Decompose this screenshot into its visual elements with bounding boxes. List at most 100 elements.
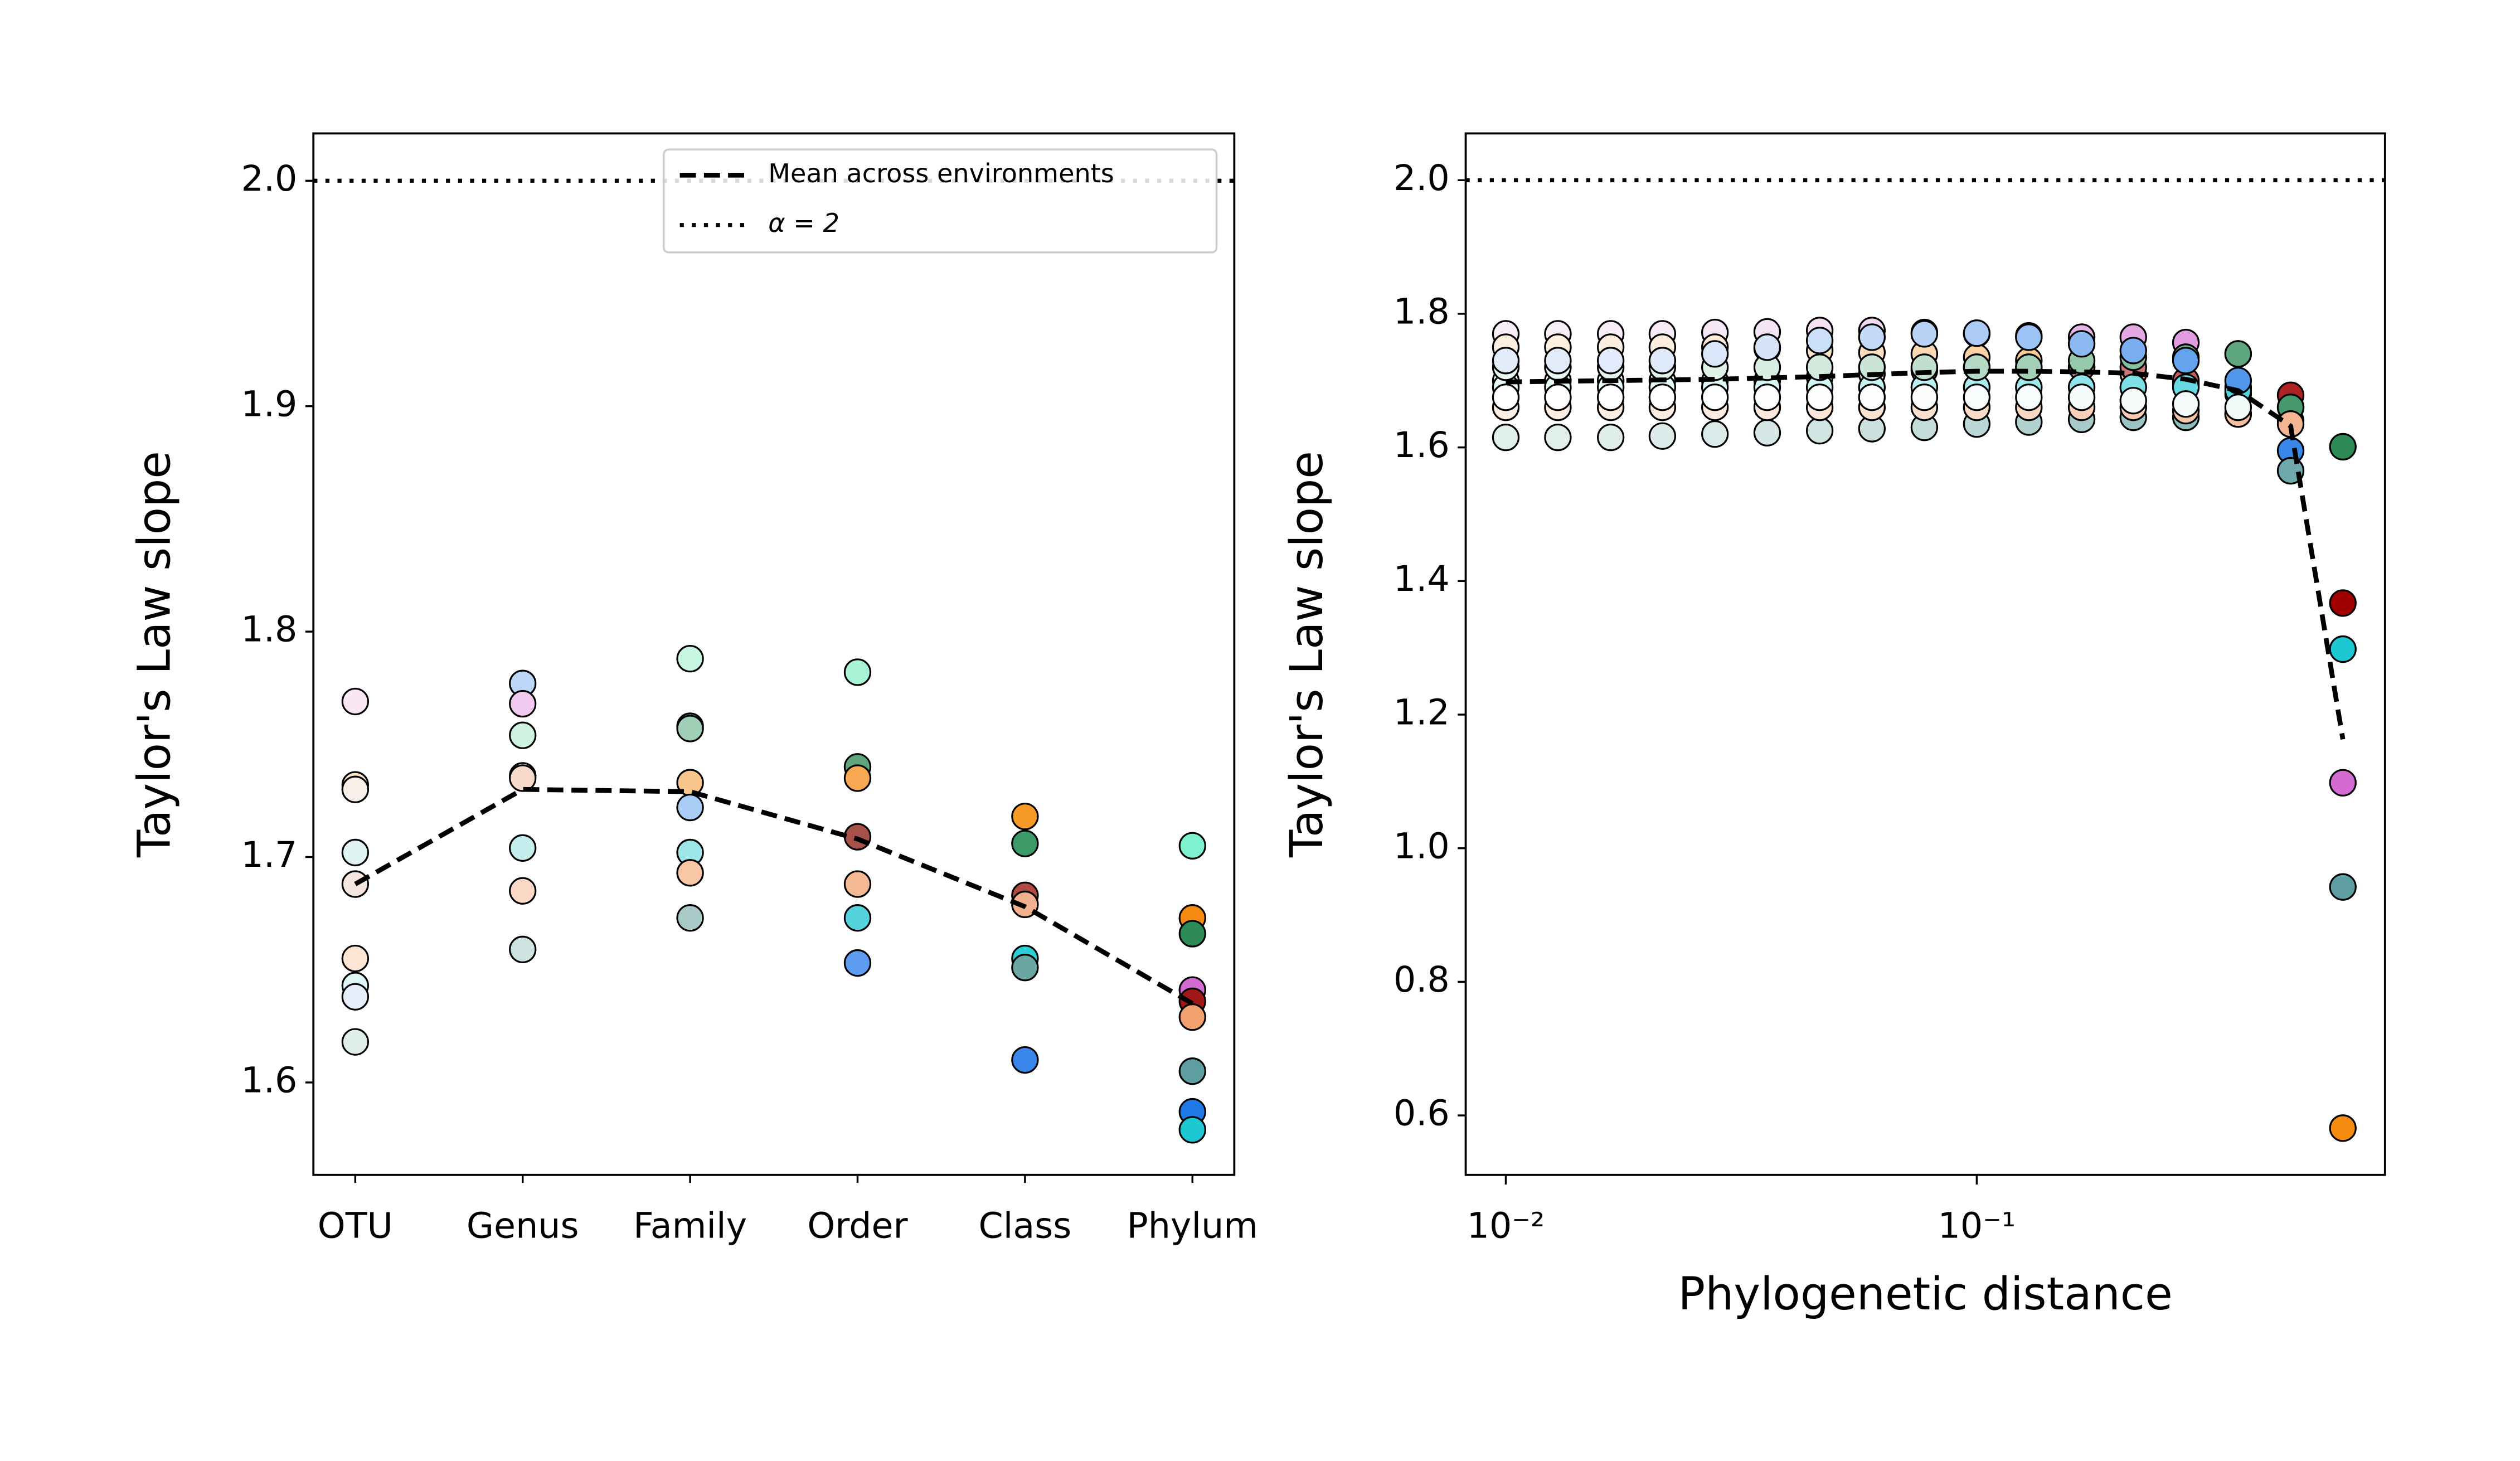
point [2329, 589, 2357, 617]
point [1753, 419, 1781, 446]
point [1910, 384, 1939, 411]
x-tick-label: Genus [467, 1205, 579, 1246]
axes: 1.6 1.7 1.8 1.9 2.0 OTU Genus Family Order Class P… [129, 132, 1258, 1246]
point [2067, 330, 2096, 358]
point [676, 715, 704, 742]
y-tick-label: 2.0 [241, 158, 298, 199]
point [1753, 384, 1781, 411]
y-tick-label: 0.6 [1393, 1093, 1450, 1134]
point [341, 1028, 369, 1056]
point [676, 793, 704, 822]
point [341, 687, 369, 716]
point [2329, 873, 2357, 901]
x-tick-label: Order [807, 1205, 908, 1246]
point [509, 935, 537, 963]
point [2329, 1114, 2357, 1142]
point [843, 764, 872, 792]
point [2015, 323, 2043, 351]
point [2224, 394, 2252, 421]
point [2015, 353, 2043, 381]
point [1753, 333, 1781, 361]
point [2015, 384, 2043, 411]
x-tick-label: Phylum [1127, 1205, 1258, 1246]
y-tick-label: 1.8 [1393, 291, 1450, 332]
point [2119, 387, 2147, 415]
y-tick-label: 1.6 [1393, 424, 1450, 465]
point [341, 944, 369, 973]
legend-label: α = 2 [768, 208, 839, 238]
point [843, 658, 872, 686]
point [1544, 347, 1572, 375]
x-tick-label: OTU [318, 1205, 393, 1246]
point [1597, 423, 1625, 452]
point [1648, 422, 1677, 450]
point [1011, 829, 1039, 857]
point [1805, 417, 1834, 445]
point [2329, 635, 2357, 663]
legend-box [663, 148, 1218, 254]
point [1178, 920, 1206, 948]
point [1963, 319, 1991, 347]
x-tick-label: 10⁻¹ [1938, 1205, 2016, 1246]
x-tick-label: Class [978, 1205, 1071, 1246]
y-axis-label: Taylor's Law slope [1281, 451, 1333, 858]
y-tick-label: 1.4 [1393, 558, 1450, 599]
point [509, 690, 537, 718]
point [1648, 384, 1677, 411]
point [676, 904, 704, 932]
point [2224, 340, 2252, 368]
point [509, 834, 537, 862]
y-axis-label: Taylor's Law slope [129, 451, 181, 858]
point [1492, 423, 1520, 452]
point [1492, 347, 1520, 375]
point [2067, 384, 2096, 411]
point [1178, 1116, 1206, 1144]
y-tick-label: 1.9 [241, 383, 298, 424]
axes: 0.6 0.8 1.0 1.2 1.4 1.6 1.8 2.0 10⁻² 10⁻¹ Taylor's… [1281, 132, 2386, 1321]
mean-line [1506, 368, 2346, 740]
point [341, 775, 369, 803]
point [509, 764, 537, 792]
legend-label: Mean across environments [768, 158, 1114, 188]
point [676, 644, 704, 673]
x-axis-label: Phylogenetic distance [1678, 1268, 2173, 1321]
point [1011, 803, 1039, 831]
point [1544, 384, 1572, 411]
point [1963, 384, 1991, 411]
point [1492, 384, 1520, 411]
point [2119, 337, 2147, 365]
y-tick-label: 1.6 [241, 1060, 298, 1101]
x-tick-label: Family [633, 1205, 747, 1246]
point [1648, 347, 1677, 375]
point [1701, 340, 1729, 368]
point [1011, 954, 1039, 982]
point [2172, 347, 2200, 375]
point [1858, 384, 1886, 411]
point [1963, 353, 1991, 381]
y-tick-label: 1.8 [241, 609, 298, 650]
y-tick-label: 1.7 [241, 834, 298, 875]
point [509, 721, 537, 749]
point [843, 949, 872, 977]
y-tick-label: 2.0 [1393, 157, 1450, 198]
plot-frame [312, 132, 1236, 1176]
point [1178, 832, 1206, 860]
point [509, 877, 537, 905]
point [1178, 1057, 1206, 1085]
point [1701, 420, 1729, 448]
point [1597, 384, 1625, 411]
mean-line [354, 787, 1194, 1006]
point [1544, 423, 1572, 452]
y-tick-label: 0.8 [1393, 959, 1450, 1000]
x-tick-label: 10⁻² [1467, 1205, 1545, 1246]
point [843, 904, 872, 932]
point [1011, 1046, 1039, 1074]
legend: Mean across environments α = 2 [663, 148, 1218, 254]
point [1910, 320, 1939, 348]
point [1178, 1003, 1206, 1031]
point [1701, 384, 1729, 411]
point [676, 859, 704, 887]
